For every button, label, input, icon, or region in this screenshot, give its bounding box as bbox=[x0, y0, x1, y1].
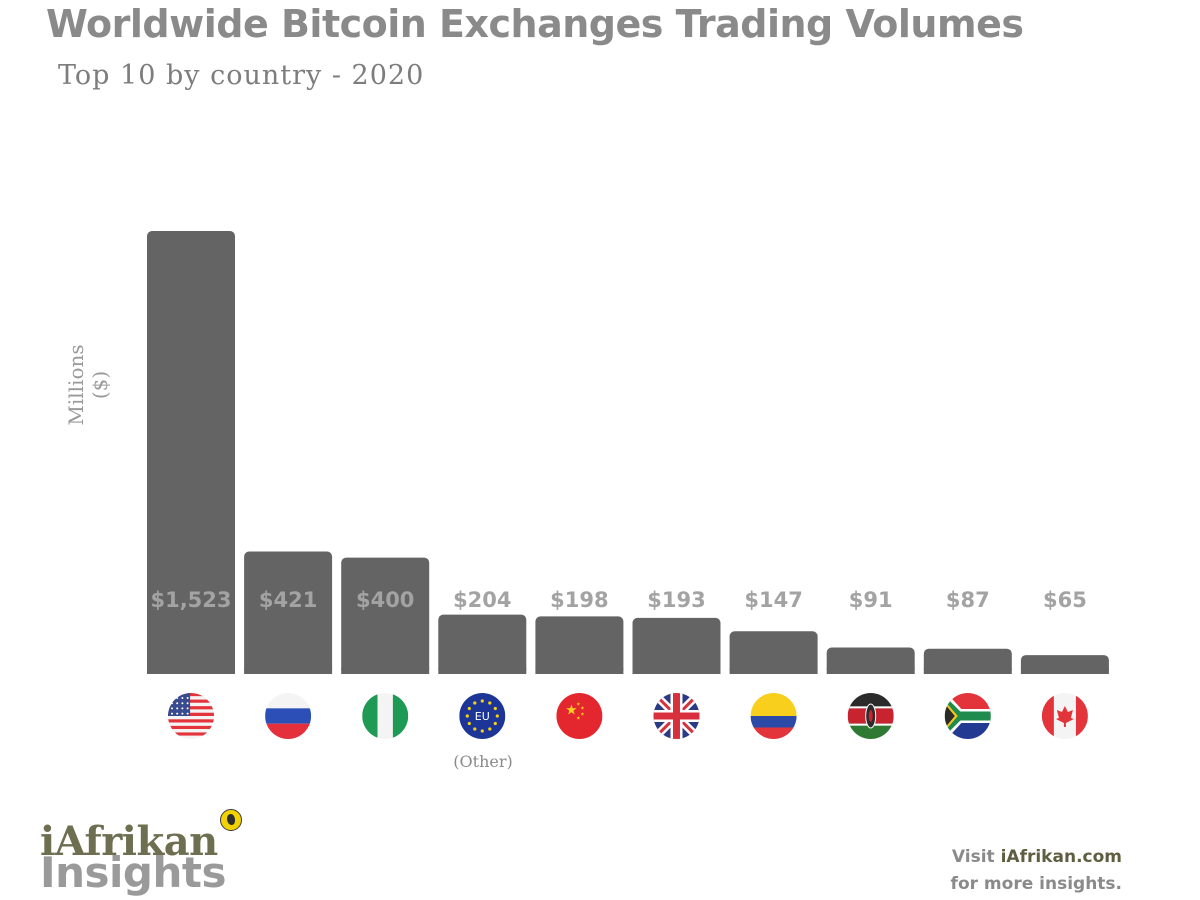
visit-note: Visit iAfrikan.com for more insights. bbox=[951, 844, 1122, 898]
bar-base bbox=[341, 668, 430, 674]
value-label: $1,523 bbox=[150, 588, 231, 612]
bar-colombia bbox=[729, 631, 818, 674]
chart-title: Worldwide Bitcoin Exchanges Trading Volu… bbox=[46, 2, 1024, 46]
value-label: $193 bbox=[647, 588, 705, 612]
bar-base bbox=[1020, 668, 1109, 674]
bar-kenya bbox=[826, 647, 915, 674]
value-label: $198 bbox=[550, 588, 608, 612]
value-label: $421 bbox=[259, 588, 317, 612]
visit-site-link[interactable]: iAfrikan.com bbox=[1000, 847, 1122, 867]
chart-subtitle: Top 10 by country - 2020 bbox=[58, 60, 425, 91]
value-label: $87 bbox=[946, 588, 990, 612]
logo-subtitle: Insights bbox=[40, 848, 226, 897]
bar-base bbox=[147, 668, 235, 674]
value-label: $65 bbox=[1043, 588, 1087, 612]
bar-base bbox=[632, 668, 721, 674]
canada-flag-icon bbox=[1041, 693, 1088, 739]
bar-base bbox=[438, 668, 527, 674]
bar-russia bbox=[244, 551, 333, 674]
bar-base bbox=[826, 668, 915, 674]
africa-badge-icon bbox=[220, 809, 242, 831]
value-label: $204 bbox=[453, 588, 511, 612]
bar-uk bbox=[632, 617, 721, 674]
uk-flag-icon bbox=[653, 693, 700, 739]
eu-other-note: (Other) bbox=[453, 752, 513, 771]
bar-china bbox=[535, 616, 624, 674]
bar-base bbox=[535, 668, 624, 674]
visit-suffix: for more insights. bbox=[950, 874, 1122, 894]
bar-base bbox=[729, 668, 818, 674]
logo-wordmark: iAfrikan bbox=[40, 818, 218, 865]
eu-flag-text: EU bbox=[475, 710, 490, 723]
bar-base bbox=[244, 668, 333, 674]
visit-prefix: Visit bbox=[951, 847, 1001, 867]
russia-flag-icon bbox=[265, 693, 312, 739]
value-label: $91 bbox=[849, 588, 893, 612]
bar-base bbox=[923, 668, 1012, 674]
value-label: $147 bbox=[744, 588, 802, 612]
bar-us bbox=[147, 231, 235, 674]
eu-flag-icon: EU bbox=[459, 693, 506, 739]
colombia-flag-icon bbox=[750, 693, 797, 739]
nigeria-flag-icon bbox=[362, 693, 409, 739]
bar-eu bbox=[438, 614, 527, 674]
value-label: $400 bbox=[356, 588, 414, 612]
bar-south-africa bbox=[923, 648, 1012, 674]
bar-nigeria bbox=[341, 557, 430, 674]
south-africa-flag-icon bbox=[944, 693, 991, 739]
us-flag-icon bbox=[168, 693, 214, 739]
kenya-flag-icon bbox=[847, 693, 894, 739]
china-flag-icon bbox=[556, 693, 603, 739]
